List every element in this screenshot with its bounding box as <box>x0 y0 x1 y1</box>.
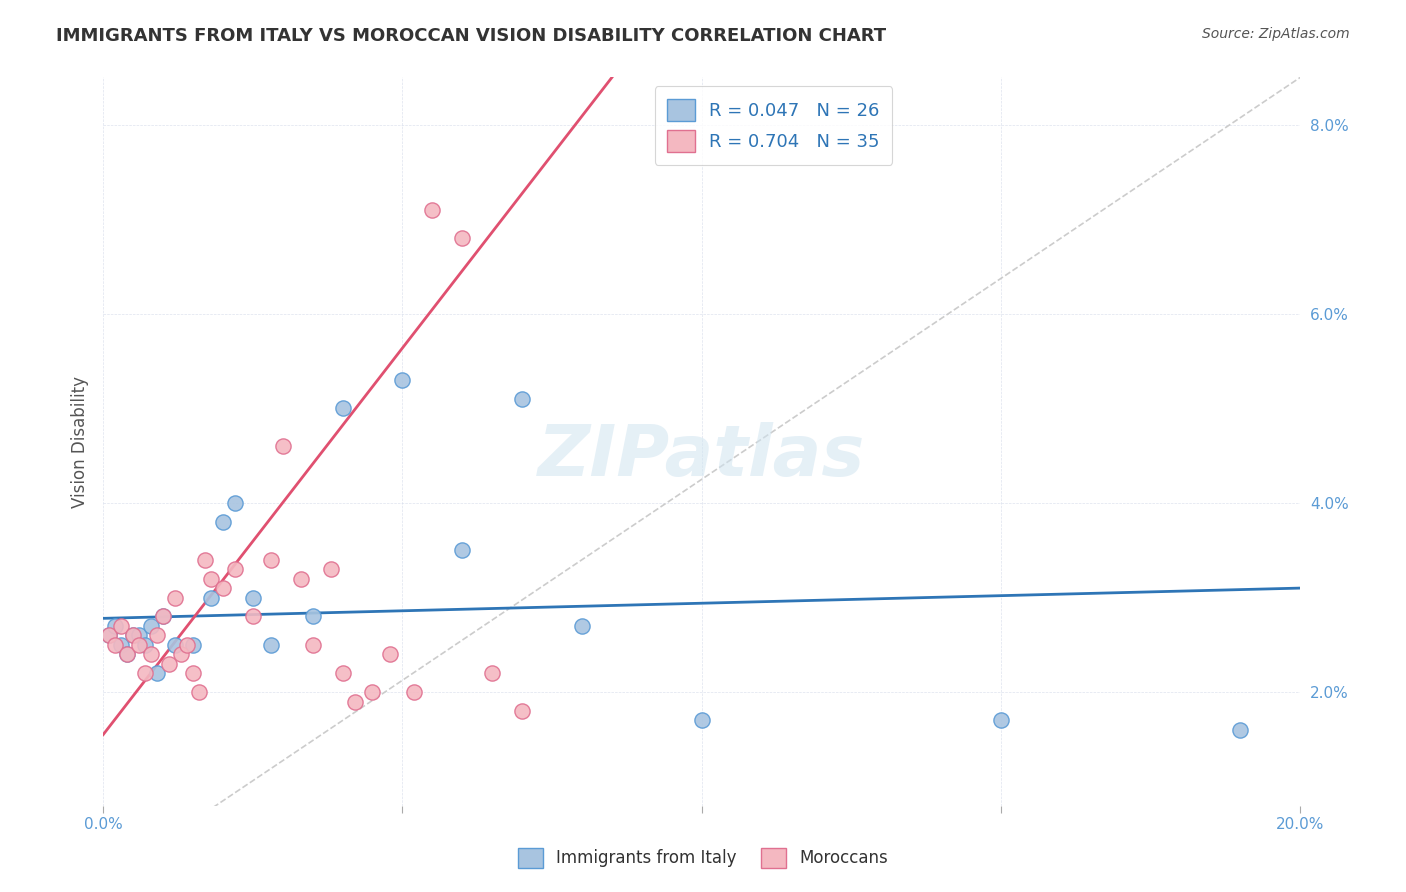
Point <box>301 609 323 624</box>
Point <box>98 628 121 642</box>
Point <box>420 202 443 217</box>
Point <box>122 628 145 642</box>
Point <box>139 648 162 662</box>
Point <box>332 666 354 681</box>
Point <box>110 619 132 633</box>
Point <box>224 562 246 576</box>
Point <box>361 685 384 699</box>
Point <box>260 638 283 652</box>
Point <box>510 704 533 718</box>
Point <box>510 392 533 406</box>
Text: IMMIGRANTS FROM ITALY VS MOROCCAN VISION DISABILITY CORRELATION CHART: IMMIGRANTS FROM ITALY VS MOROCCAN VISION… <box>56 27 886 45</box>
Point <box>98 628 121 642</box>
Point <box>451 543 474 558</box>
Point <box>128 628 150 642</box>
Point <box>343 695 366 709</box>
Point <box>134 638 156 652</box>
Legend: R = 0.047   N = 26, R = 0.704   N = 35: R = 0.047 N = 26, R = 0.704 N = 35 <box>655 87 893 165</box>
Point <box>163 638 186 652</box>
Point <box>211 581 233 595</box>
Point <box>332 401 354 416</box>
Point <box>242 609 264 624</box>
Legend: Immigrants from Italy, Moroccans: Immigrants from Italy, Moroccans <box>510 841 896 875</box>
Point <box>211 515 233 529</box>
Point <box>271 439 294 453</box>
Point <box>157 657 180 671</box>
Point <box>115 648 138 662</box>
Point <box>110 638 132 652</box>
Point <box>139 619 162 633</box>
Point <box>290 572 312 586</box>
Point <box>122 628 145 642</box>
Point <box>163 591 186 605</box>
Point <box>176 638 198 652</box>
Point <box>200 591 222 605</box>
Point <box>146 666 169 681</box>
Point <box>242 591 264 605</box>
Point <box>194 552 217 566</box>
Point <box>104 638 127 652</box>
Text: ZIPatlas: ZIPatlas <box>538 422 865 491</box>
Point <box>260 552 283 566</box>
Point <box>1229 723 1251 737</box>
Point <box>451 231 474 245</box>
Point <box>200 572 222 586</box>
Point <box>152 609 174 624</box>
Point <box>104 619 127 633</box>
Point <box>152 609 174 624</box>
Point <box>170 648 193 662</box>
Point <box>391 373 413 387</box>
Point <box>690 714 713 728</box>
Y-axis label: Vision Disability: Vision Disability <box>72 376 89 508</box>
Point <box>115 648 138 662</box>
Point <box>990 714 1012 728</box>
Point <box>380 648 402 662</box>
Point <box>181 638 204 652</box>
Point <box>319 562 342 576</box>
Point <box>181 666 204 681</box>
Point <box>571 619 593 633</box>
Text: Source: ZipAtlas.com: Source: ZipAtlas.com <box>1202 27 1350 41</box>
Point <box>224 496 246 510</box>
Point <box>146 628 169 642</box>
Point <box>128 638 150 652</box>
Point <box>481 666 503 681</box>
Point <box>301 638 323 652</box>
Point <box>404 685 426 699</box>
Point <box>187 685 209 699</box>
Point <box>134 666 156 681</box>
